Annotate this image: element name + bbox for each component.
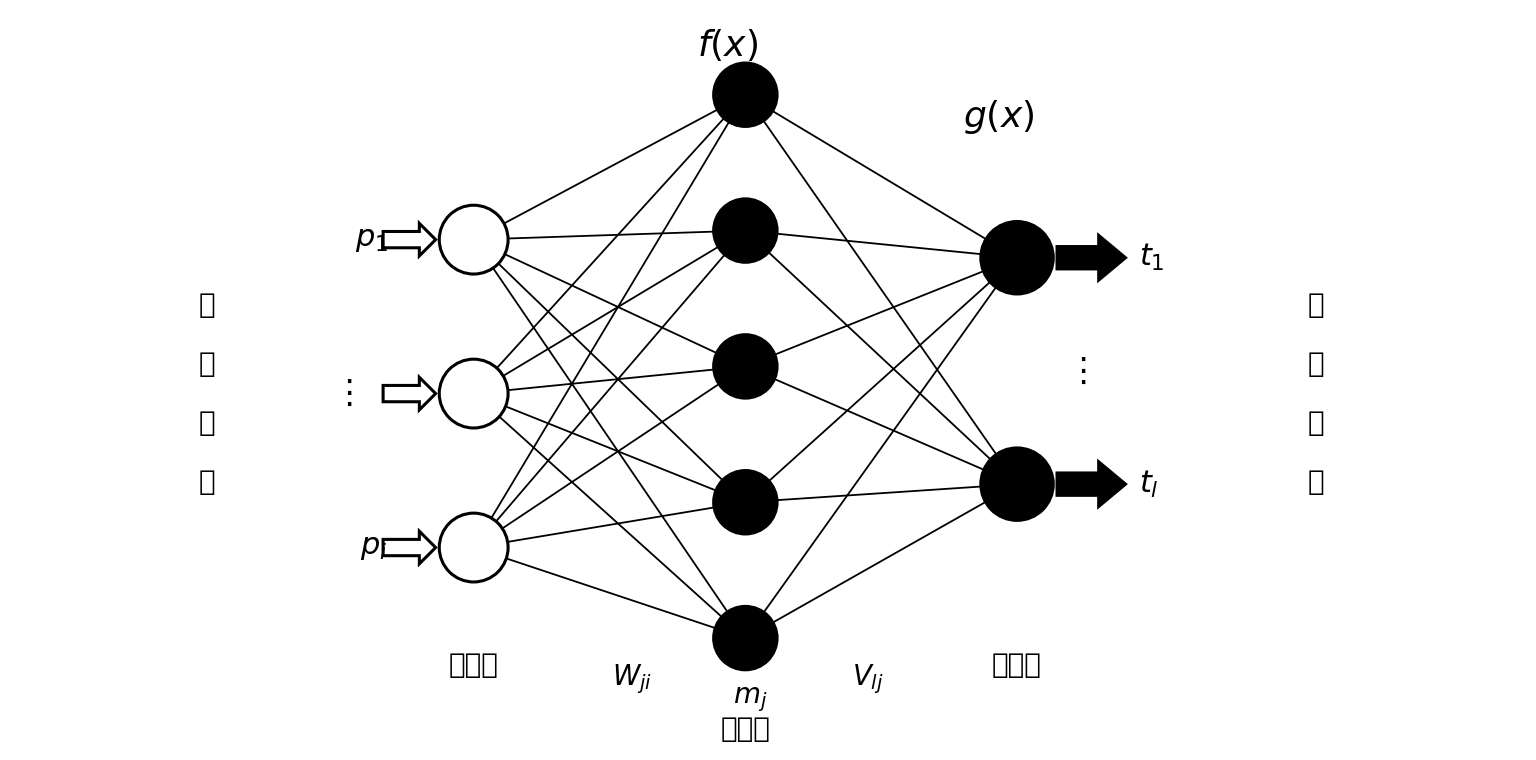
Text: 号: 号 bbox=[1307, 468, 1324, 496]
Text: $\vdots$: $\vdots$ bbox=[1066, 354, 1086, 388]
Text: 出: 出 bbox=[1307, 350, 1324, 378]
Text: 输: 输 bbox=[1307, 291, 1324, 319]
Text: 入: 入 bbox=[198, 350, 215, 378]
Circle shape bbox=[439, 513, 508, 582]
Circle shape bbox=[714, 606, 777, 670]
FancyArrow shape bbox=[382, 531, 436, 564]
Text: $\vdots$: $\vdots$ bbox=[332, 377, 353, 410]
Text: $m_j$: $m_j$ bbox=[733, 686, 766, 714]
Text: 输入层: 输入层 bbox=[449, 651, 499, 679]
Circle shape bbox=[714, 334, 777, 398]
Text: $p_1$: $p_1$ bbox=[355, 225, 387, 254]
Text: 信: 信 bbox=[1307, 409, 1324, 437]
Text: $V_{lj}$: $V_{lj}$ bbox=[852, 662, 883, 695]
Circle shape bbox=[439, 205, 508, 274]
Text: 隐含层: 隐含层 bbox=[720, 714, 770, 743]
Text: $g(x)$: $g(x)$ bbox=[963, 98, 1035, 136]
Text: $W_{ji}$: $W_{ji}$ bbox=[611, 662, 653, 695]
Circle shape bbox=[982, 221, 1054, 294]
FancyArrow shape bbox=[382, 377, 436, 410]
Circle shape bbox=[714, 470, 777, 534]
Text: 输: 输 bbox=[198, 291, 215, 319]
Circle shape bbox=[439, 359, 508, 428]
Text: $t_l$: $t_l$ bbox=[1140, 469, 1160, 499]
Circle shape bbox=[714, 199, 777, 262]
FancyArrow shape bbox=[382, 223, 436, 256]
Text: 信: 信 bbox=[198, 409, 215, 437]
Text: $f(x)$: $f(x)$ bbox=[697, 27, 757, 63]
Text: $t_1$: $t_1$ bbox=[1140, 242, 1164, 274]
FancyArrow shape bbox=[1057, 235, 1126, 280]
Text: 输出层: 输出层 bbox=[992, 651, 1041, 679]
Circle shape bbox=[982, 448, 1054, 521]
FancyArrow shape bbox=[1057, 461, 1126, 507]
Text: $p_i$: $p_i$ bbox=[361, 533, 387, 562]
Text: 号: 号 bbox=[198, 468, 215, 496]
Circle shape bbox=[714, 63, 777, 126]
